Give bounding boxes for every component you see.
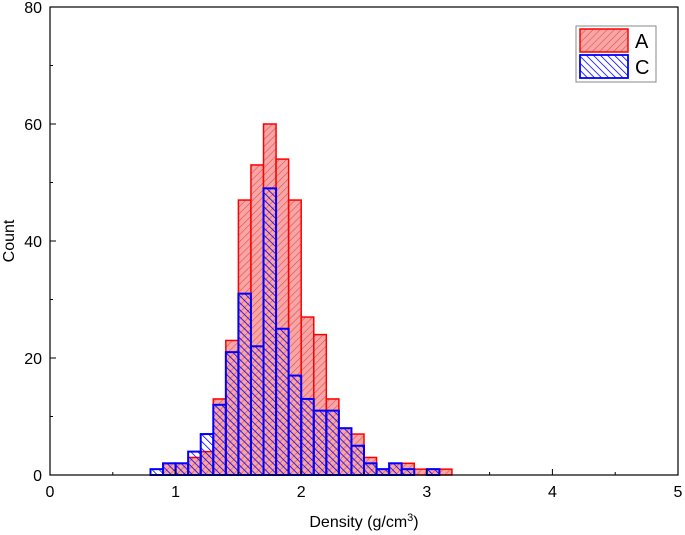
bar-c [375,468,391,476]
y-tick-label: 60 [24,117,42,134]
bar-c [212,403,227,476]
x-axis: 0 1 2 3 4 5 [46,469,683,501]
bar-c [425,468,441,476]
bar-c [224,351,240,476]
x-axis-title: Density (g/cm3) [309,512,418,531]
legend-label-c: C [635,57,649,79]
legend-swatch-c [579,54,629,79]
bar-c [363,462,378,476]
x-tick-label: 5 [674,484,683,501]
bar-c [199,433,215,476]
bar-c [312,409,328,476]
x-tick-label: 2 [297,484,306,501]
bar-c [162,462,177,476]
y-tick-label: 80 [24,0,42,17]
y-tick-label: 40 [24,234,42,251]
legend-swatch-a [579,28,629,53]
bar-c [187,450,202,477]
y-tick-label: 20 [24,351,42,368]
y-tick-label: 0 [33,468,42,485]
bar-c [262,187,278,476]
bar-a [438,468,453,476]
x-tick-label: 0 [46,484,55,501]
bar-c [325,409,340,476]
bar-c [388,462,403,476]
legend: A C [575,25,657,83]
bar-c [337,427,353,477]
bar-c [350,444,366,476]
x-tick-label: 4 [548,484,557,501]
bar-c [174,462,190,476]
bar-a [413,468,428,476]
bar-c [149,468,165,476]
y-axis: 0 20 40 60 80 [24,0,56,485]
bar-c [300,397,315,477]
y-axis-title: Count [1,219,18,262]
bar-c [275,327,290,476]
legend-label-a: A [635,31,649,53]
bar-c [287,374,303,476]
x-tick-label: 3 [422,484,431,501]
bar-c [237,292,252,476]
bar-c [400,468,416,476]
x-tick-label: 1 [171,484,180,501]
bar-c [249,345,265,476]
